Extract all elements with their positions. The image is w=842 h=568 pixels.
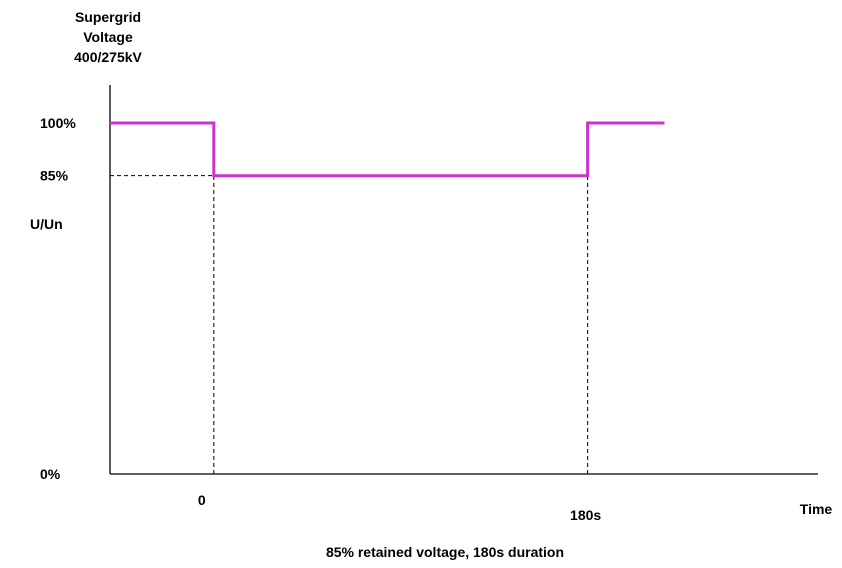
- x-tick-label-0: 0: [198, 492, 206, 508]
- y-tick-label-0: 100%: [40, 115, 76, 131]
- series-line-0: [110, 121, 665, 178]
- x-tick-label-1: 180s: [570, 507, 601, 523]
- y-tick-label-1: 85%: [40, 168, 69, 184]
- y-tick-labels: 100% 85% 0%: [40, 115, 76, 482]
- chart-caption: 85% retained voltage, 180s duration: [326, 544, 564, 560]
- y-title-line-2: Voltage: [83, 29, 133, 45]
- y-title-line-1: Supergrid: [75, 9, 141, 25]
- y-axis-label: U/Un: [30, 216, 63, 232]
- x-tick-labels: 0 180s: [198, 492, 601, 523]
- y-title-line-3: 400/275kV: [74, 49, 142, 65]
- series-layer: [110, 121, 665, 178]
- y-tick-label-2: 0%: [40, 466, 61, 482]
- x-axis-label: Time: [800, 501, 833, 517]
- y-axis-title: Supergrid Voltage 400/275kV: [74, 9, 142, 65]
- reference-lines: [110, 175, 589, 474]
